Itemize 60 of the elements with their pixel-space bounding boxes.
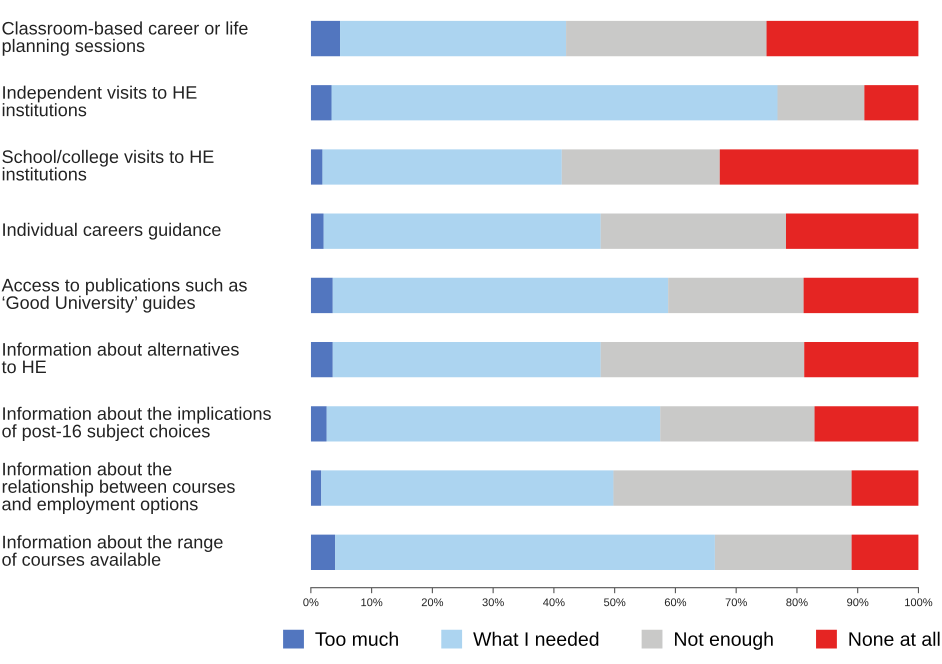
bar <box>310 534 336 570</box>
bar <box>720 149 918 185</box>
x-tick-label: 20% <box>422 598 444 606</box>
x-tick-label: 90% <box>847 598 868 606</box>
legend-label: Not enough <box>675 632 773 650</box>
bar <box>804 342 918 378</box>
bar <box>613 470 852 506</box>
x-tick-label: 0% <box>303 598 318 606</box>
bar <box>332 278 668 314</box>
bar <box>310 406 327 442</box>
bar <box>814 406 918 442</box>
bar <box>562 149 720 185</box>
bar <box>668 278 804 314</box>
bar <box>310 278 333 314</box>
y-tick-label: Information about the implications of post-16 subject choices <box>2 406 271 442</box>
x-tick-label: 10% <box>361 598 382 606</box>
bar <box>310 85 332 120</box>
bar <box>335 534 715 570</box>
bar <box>766 20 918 56</box>
bar <box>310 20 340 56</box>
bar <box>714 534 852 570</box>
bar <box>310 342 333 378</box>
bar <box>852 470 918 506</box>
x-tick-label: 70% <box>726 598 747 606</box>
bar <box>786 214 918 249</box>
bar <box>600 342 804 378</box>
bar <box>310 214 324 249</box>
y-tick-label: Information about the relationship between courses and employment options <box>2 462 235 514</box>
legend-label: What I needed <box>473 632 598 646</box>
bar <box>600 214 786 249</box>
y-tick-label: Independent visits to HE institutions <box>2 86 196 116</box>
bar <box>332 342 601 378</box>
bar <box>340 20 566 56</box>
x-tick-label: 40% <box>543 598 565 606</box>
x-tick-label: 60% <box>664 598 686 606</box>
bar <box>777 85 864 120</box>
bar <box>332 85 778 120</box>
legend-label: None at all <box>849 632 940 646</box>
y-tick-label: School/college visits to HE institutions <box>2 150 214 181</box>
bar <box>324 214 601 249</box>
y-tick-label: Information about the range of courses available <box>2 535 223 566</box>
y-tick-label: Individual careers guidance <box>3 222 221 240</box>
x-tick-label: 30% <box>482 598 504 606</box>
bar <box>326 406 660 442</box>
bar <box>566 20 767 56</box>
bar <box>660 406 815 442</box>
bar <box>310 470 322 506</box>
legend-label: Too much <box>315 632 398 646</box>
bar <box>310 149 322 185</box>
bar <box>804 278 918 314</box>
y-tick-label: Classroom-based career or life planning sessions <box>2 21 248 56</box>
y-tick-label: Information about alternatives to HE <box>2 342 239 374</box>
bar <box>322 149 562 185</box>
bar <box>321 470 614 506</box>
y-tick-label: Access to publications such as ‘Good University’ guides <box>2 278 247 313</box>
bar <box>852 534 918 570</box>
x-tick-label: 100% <box>905 598 932 606</box>
x-tick-label: 80% <box>786 598 808 606</box>
bar <box>864 85 918 120</box>
x-tick-label: 50% <box>604 598 626 606</box>
